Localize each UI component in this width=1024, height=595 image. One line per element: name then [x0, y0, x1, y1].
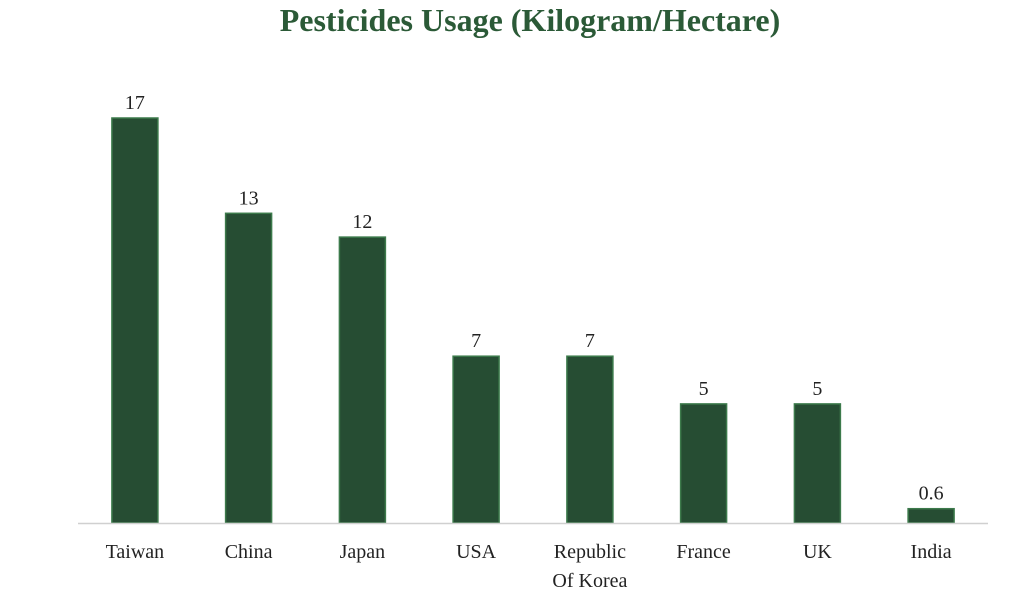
category-label: Japan	[340, 541, 386, 563]
category-label: USA	[456, 541, 497, 563]
category-label: Republic	[554, 541, 626, 563]
bars-layer	[111, 117, 955, 524]
chart-title: Pesticides Usage (Kilogram/Hectare)	[279, 2, 781, 38]
value-label: 0.6	[919, 483, 944, 505]
category-label: India	[911, 541, 952, 563]
value-label: 13	[239, 187, 259, 209]
category-label: Of Korea	[552, 570, 627, 592]
bar-republic-of-korea	[566, 355, 614, 524]
value-label: 12	[352, 211, 372, 233]
value-labels-layer: 17 13 12 7 7 5 5 0.6	[125, 92, 944, 505]
value-label: 5	[699, 378, 709, 400]
category-label: China	[225, 541, 273, 563]
value-label: 5	[812, 378, 822, 400]
bar-france	[679, 403, 728, 524]
bar-india	[907, 507, 955, 524]
value-label: 17	[125, 92, 145, 114]
bar-usa	[452, 355, 500, 524]
bar-japan	[338, 236, 387, 524]
bar-taiwan	[111, 117, 159, 524]
category-labels-layer: Taiwan China Japan USA Republic Of Korea Franc…	[106, 541, 952, 592]
bar-uk	[793, 403, 842, 524]
value-label: 7	[585, 330, 595, 352]
value-label: 7	[471, 330, 481, 352]
category-label: UK	[803, 541, 832, 563]
bar-china	[224, 212, 273, 524]
category-label: Taiwan	[106, 541, 165, 563]
category-label: France	[676, 541, 731, 563]
